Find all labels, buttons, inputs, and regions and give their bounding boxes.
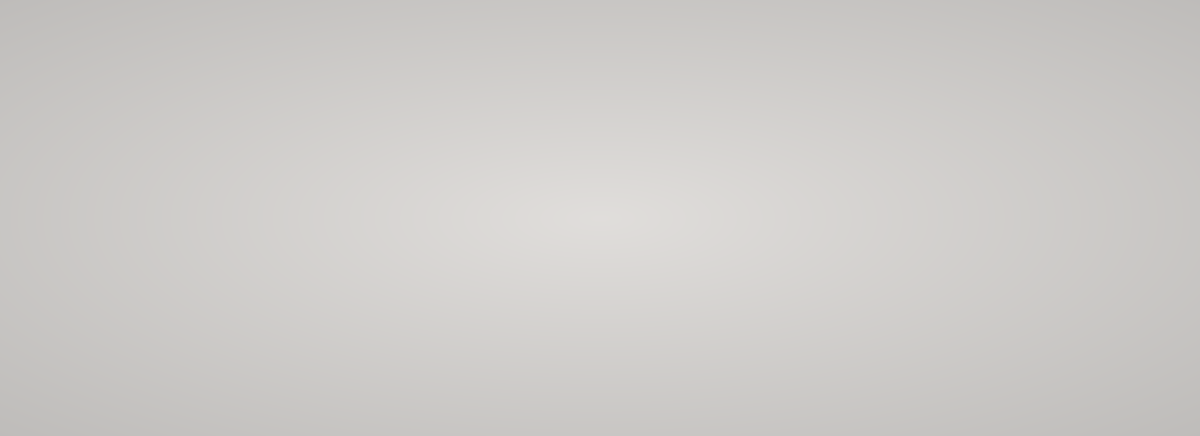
Text: Clearly indicate the minimum point $P$ and the $x$-intercepts on your graph.: Clearly indicate the minimum point $P$ a… <box>90 388 863 410</box>
Text: b) Find the minimum value for point $P$.: b) Find the minimum value for point $P$. <box>90 253 499 276</box>
Text: 3) Consider the function $f(x) = \dfrac{48}{x} + kx^2 - 58$, where $x > 0$ and $: 3) Consider the function $f(x) = \dfrac{… <box>30 57 1096 92</box>
Text: passes through the point with coordinates $(4, 2)$. $P$ is the minimum point of : passes through the point with coordinate… <box>30 118 997 141</box>
Text: a) Find the value of $k$.: a) Find the value of $k$. <box>90 192 319 214</box>
Text: d) Sketch the graph of $y = f(x)$ for $0 < x \leq 6$ and $-30 \leq y \leq 60$.: d) Sketch the graph of $y = f(x)$ for $0… <box>90 318 704 341</box>
